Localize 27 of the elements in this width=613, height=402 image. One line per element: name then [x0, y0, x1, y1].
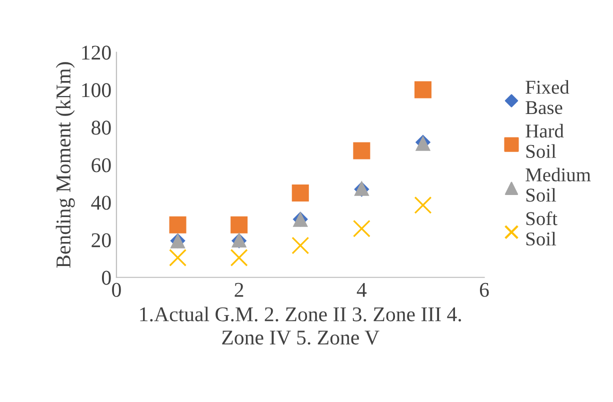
legend-label: Fixed Base	[526, 80, 570, 114]
x-tick-label: 4	[356, 282, 367, 297]
y-tick-label: 40	[91, 196, 111, 210]
point	[230, 248, 248, 266]
y-tick-label: 80	[92, 120, 111, 135]
x-tick-label: 0	[112, 282, 121, 297]
y-tick-label: 20	[92, 233, 111, 248]
y-tick-label: 120	[82, 46, 111, 60]
legend-label: Hard Soil	[526, 124, 564, 158]
x-axis-title: 1.Actual G.M. 2. Zone II 3. Zone III 4. Zone IV 5. Zone V	[140, 306, 461, 345]
legend-label: Medium Soil	[526, 168, 591, 202]
point	[352, 220, 370, 238]
y-tick-label: 0	[102, 270, 111, 285]
point	[414, 196, 432, 214]
x-tick-label: 2	[234, 282, 244, 297]
point	[169, 216, 186, 234]
point	[292, 184, 309, 202]
legend-label: Soft Soil	[526, 211, 558, 246]
point	[292, 236, 310, 254]
y-tick-label: 60	[92, 158, 111, 172]
point	[353, 142, 370, 160]
x-tick-label: 6	[480, 282, 489, 297]
y-axis-title: Bending Moment (kNm)	[56, 62, 75, 268]
point	[414, 81, 432, 98]
point	[169, 248, 187, 266]
y-tick-label: 100	[82, 83, 111, 98]
point	[230, 216, 248, 234]
